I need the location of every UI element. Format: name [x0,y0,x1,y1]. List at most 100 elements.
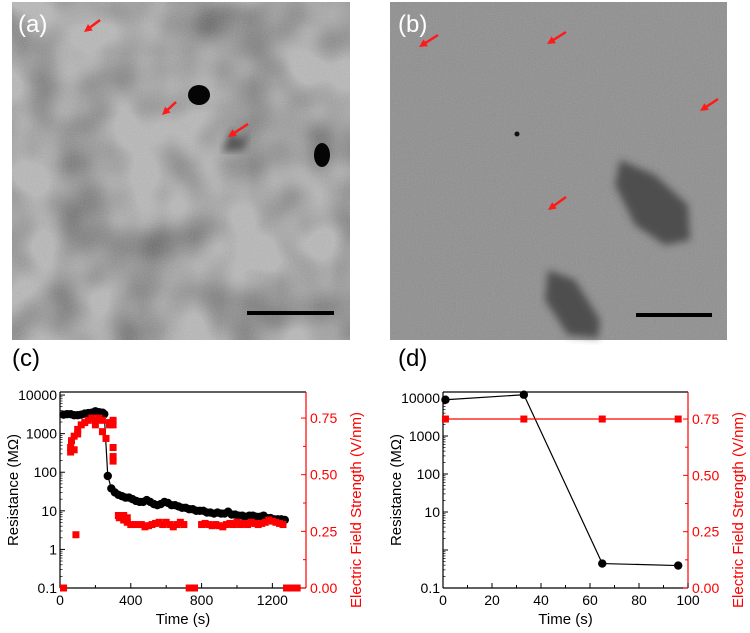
field-point [293,584,301,592]
arrow-icon [88,19,101,30]
scale-bar [636,313,712,317]
field-point [247,518,255,526]
arrowhead-icon [548,202,557,210]
arrow-icon [165,101,177,112]
field-point [254,521,262,529]
panel-label-b: (b) [398,11,427,38]
chart-c: 0 400 800 1200 0.1 1 10 100 1000 10000 0.00 0.25 0.5… [5,387,365,628]
field-point [229,521,237,529]
arrow-icon [423,33,439,45]
field-point [77,421,85,429]
field-point [141,523,149,531]
field-point [155,518,163,526]
field-point [215,522,223,530]
dark-particle [314,143,330,167]
field-point [98,428,106,436]
y2-tick-label: 0.25 [692,524,719,540]
field-point [68,437,76,445]
panel-label-c: (c) [12,345,40,372]
field-point [226,519,234,527]
y-tick-label: 1000 [409,428,440,444]
y-axis-title: Resistance (MΩ) [388,434,405,546]
field-point [60,584,68,592]
field-point [132,521,140,529]
x-tick-label: 60 [582,592,598,608]
red-arrows [84,19,719,210]
arrow-icon [552,195,567,208]
field-point [148,521,156,529]
field-point [109,444,117,452]
y-tick-label: 100 [34,464,58,480]
panel-label-d: (d) [398,345,427,372]
field-point [198,521,206,529]
field-point [180,521,188,529]
y-axis-title: Resistance (MΩ) [5,434,22,546]
field-point [127,521,135,529]
arrowhead-icon [547,36,556,44]
y2-axis-title: Electric Field Strength (V/nm) [348,412,365,608]
field-point [208,522,216,530]
dark-particle [188,85,210,105]
y2-axis-title: Electric Field Strength (V/nm) [730,412,747,608]
resistance-point [519,390,529,399]
arrowhead-icon [162,106,171,115]
field-point [67,448,75,456]
resistance-point [441,395,450,404]
chart-d: 0 20 40 60 80 100 0.1 10 100 1000 10000 0.00 0.25 0.5… [388,390,747,628]
field-point [283,584,291,592]
field-point [275,519,283,527]
field-point [84,416,92,424]
field-point [70,446,78,454]
x-tick-label: 40 [533,592,549,608]
x-tick-label: 400 [119,592,143,608]
field-point [70,432,78,440]
y2-tick-label: 0.00 [692,580,719,596]
resistance-point [598,559,607,568]
arrowhead-icon [419,39,428,47]
field-point [286,584,294,592]
x-tick-label: 0 [56,592,64,608]
field-point [72,531,80,539]
x-tick-label: 1200 [257,592,288,608]
field-point [258,519,266,527]
y2-tick-label: 0.75 [310,410,337,426]
panel-label-a: (a) [18,11,47,38]
arrow-icon [551,30,567,42]
arrowhead-icon [84,24,93,32]
resistance-point [674,561,683,570]
field-point [109,416,117,424]
x-tick-label: 20 [484,592,500,608]
y2-tick-label: 0.00 [310,580,337,596]
field-point [290,584,298,592]
field-point [67,444,75,452]
field-point [219,523,227,531]
x-tick-label: 800 [190,592,214,608]
field-point [74,430,82,438]
arrow-icon [704,97,719,109]
field-point [109,421,117,429]
field-point [144,522,152,530]
field-point [81,419,89,427]
resistance-point [103,471,112,481]
field-point [598,415,606,423]
field-point [98,416,106,424]
field-point [240,519,248,527]
field-point [272,518,280,526]
x-tick-label: 80 [631,592,647,608]
field-point [185,584,193,592]
field-point [162,518,170,526]
field-point [261,518,269,526]
field-point [91,421,99,429]
micrograph-a: (a) [12,2,350,340]
field-point [159,521,167,529]
y2-tick-label: 0.50 [310,467,337,483]
field-point [237,521,245,529]
y-tick-label: 1000 [26,426,57,442]
x-tick-label: 100 [676,592,700,608]
field-point [74,425,82,433]
field-point [251,519,259,527]
field-point [91,416,99,424]
field-point [152,519,160,527]
field-point [173,521,181,529]
field-point [123,518,131,526]
